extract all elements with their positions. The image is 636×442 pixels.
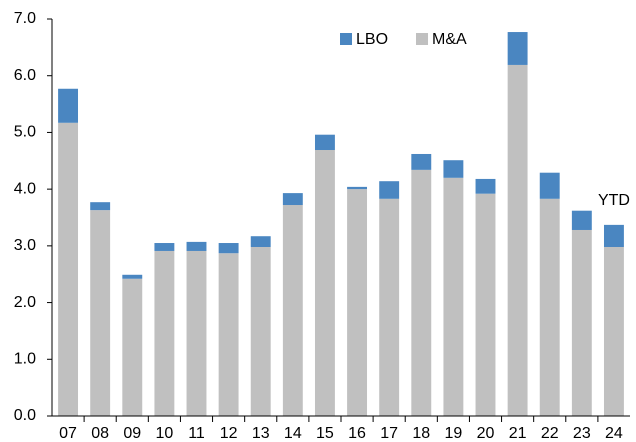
bar-segment (411, 169, 432, 416)
bar-segment (218, 243, 239, 254)
y-tick-label: 0.0 (14, 407, 36, 424)
bar-segment (347, 189, 368, 416)
x-tick-label: 23 (573, 425, 591, 442)
x-tick-label: 24 (605, 425, 623, 442)
bar-segment (186, 250, 207, 416)
bar-segment (379, 198, 400, 416)
bar-segment (90, 210, 111, 416)
x-tick-label: 10 (155, 425, 173, 442)
legend-label: M&A (432, 31, 467, 48)
bar-segment (571, 210, 592, 230)
x-tick-label: 09 (123, 425, 141, 442)
annotation: YTD (598, 192, 630, 209)
x-tick-label: 21 (509, 425, 527, 442)
x-tick-label: 17 (380, 425, 398, 442)
bar-segment (507, 64, 528, 416)
bar-segment (90, 202, 111, 211)
bar-segment (250, 236, 271, 247)
y-tick-label: 1.0 (14, 351, 36, 368)
bar-segment (122, 274, 143, 279)
x-tick-label: 19 (444, 425, 462, 442)
x-tick-label: 14 (284, 425, 302, 442)
x-tick-label: 16 (348, 425, 366, 442)
bar-segment (475, 178, 496, 194)
bar-segment (603, 246, 624, 416)
bar-segment (411, 153, 432, 170)
y-tick-label: 2.0 (14, 294, 36, 311)
bar-segment (539, 172, 560, 199)
x-tick-label: 20 (477, 425, 495, 442)
bar-segment (443, 160, 464, 178)
bar-segment (539, 198, 560, 416)
bar-segment (475, 193, 496, 416)
bar-segment (347, 186, 368, 190)
bar-segment (122, 278, 143, 416)
x-tick-label: 07 (59, 425, 77, 442)
legend-swatch (416, 33, 429, 45)
x-tick-label: 11 (188, 425, 205, 442)
bar-segment (154, 250, 175, 416)
bar-segment (443, 177, 464, 416)
x-tick-label: 15 (316, 425, 334, 442)
bar-segment (58, 122, 79, 416)
x-tick-label: 08 (91, 425, 109, 442)
y-tick-label: 4.0 (14, 180, 36, 197)
bar-segment (603, 224, 624, 247)
bar-segment (186, 241, 207, 251)
x-tick-label: 13 (252, 425, 270, 442)
bar-segment (154, 243, 175, 251)
bar-segment (218, 253, 239, 416)
bar-segment (379, 181, 400, 199)
bar-segment (314, 150, 335, 416)
bar-segment (314, 134, 335, 151)
x-tick-label: 22 (541, 425, 559, 442)
bar-segment (282, 193, 303, 206)
bar-segment (507, 32, 528, 65)
legend-label: LBO (356, 31, 388, 48)
x-tick-label: 18 (412, 425, 430, 442)
bar-segment (58, 88, 79, 123)
y-tick-label: 5.0 (14, 124, 36, 141)
x-tick-label: 12 (220, 425, 238, 442)
legend-swatch (340, 33, 352, 45)
bar-segment (250, 246, 271, 416)
bar-segment (571, 229, 592, 416)
y-tick-label: 6.0 (14, 67, 36, 84)
bar-segment (282, 205, 303, 416)
y-tick-label: 7.0 (14, 10, 36, 27)
y-tick-label: 3.0 (14, 237, 36, 254)
